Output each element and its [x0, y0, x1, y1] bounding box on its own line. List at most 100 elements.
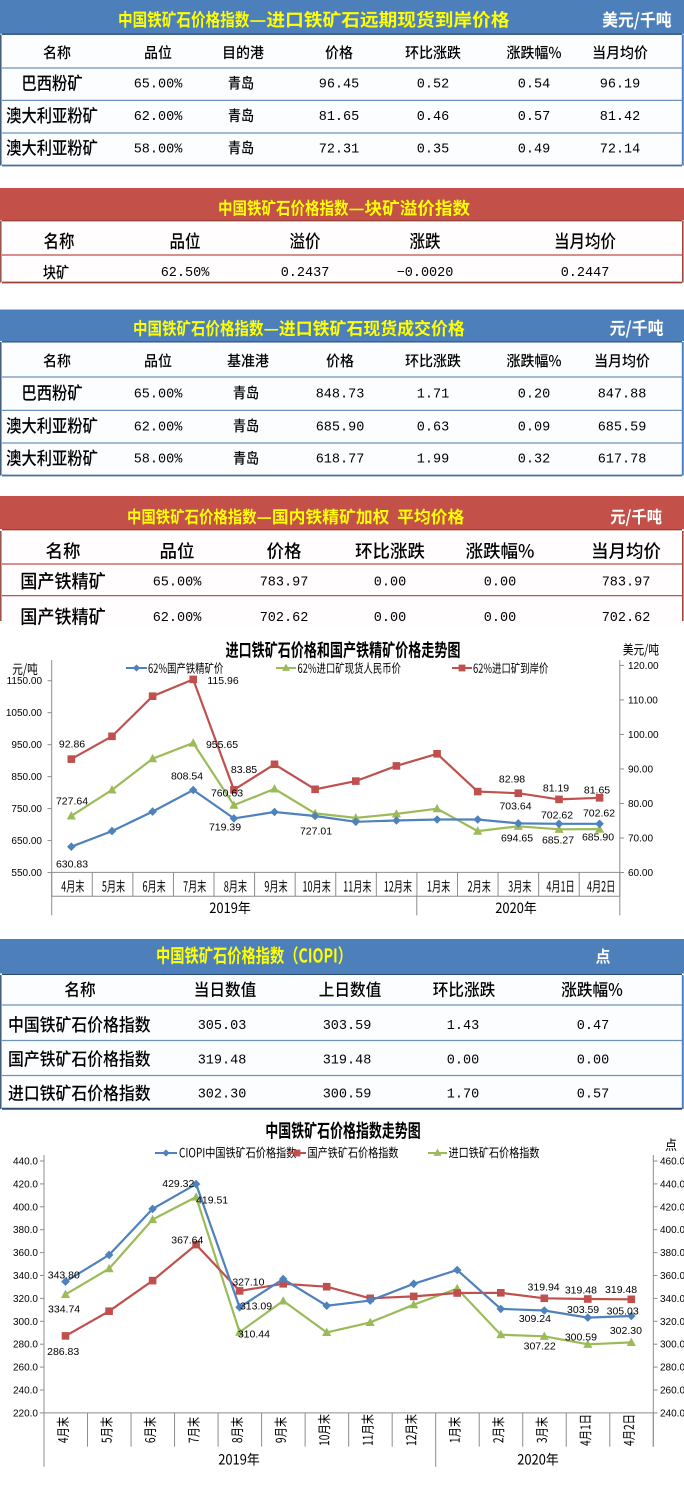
- svg-text:630.83: 630.83: [56, 859, 88, 871]
- svg-text:343.80: 343.80: [48, 1270, 80, 1282]
- svg-text:305.03: 305.03: [607, 1306, 639, 1318]
- svg-text:419.51: 419.51: [196, 1195, 228, 1207]
- svg-text:550.00: 550.00: [11, 868, 42, 879]
- svg-text:62.00%: 62.00%: [153, 611, 203, 626]
- svg-text:0.57: 0.57: [518, 110, 550, 125]
- svg-text:420.0: 420.0: [13, 1179, 38, 1190]
- svg-text:685.27: 685.27: [542, 835, 574, 847]
- svg-text:440.0: 440.0: [13, 1157, 38, 1168]
- svg-text:81.65: 81.65: [584, 785, 610, 797]
- svg-text:65.00%: 65.00%: [134, 387, 184, 402]
- svg-text:62.50%: 62.50%: [161, 266, 211, 281]
- svg-text:62.00%: 62.00%: [134, 420, 184, 435]
- svg-text:783.97: 783.97: [602, 576, 651, 591]
- svg-text:0.49: 0.49: [518, 142, 550, 157]
- svg-text:80.00: 80.00: [628, 799, 653, 810]
- svg-text:334.74: 334.74: [48, 1304, 80, 1316]
- svg-text:82.98: 82.98: [499, 774, 525, 786]
- svg-text:1.43: 1.43: [447, 1019, 479, 1034]
- svg-text:303.59: 303.59: [567, 1304, 599, 1316]
- svg-text:760.63: 760.63: [211, 788, 243, 800]
- svg-text:0.00: 0.00: [484, 576, 516, 591]
- svg-text:1050.00: 1050.00: [6, 708, 43, 719]
- svg-text:850.00: 850.00: [11, 772, 42, 783]
- svg-text:280.0: 280.0: [13, 1340, 38, 1351]
- svg-text:685.59: 685.59: [598, 420, 647, 435]
- svg-text:429.32: 429.32: [162, 1178, 194, 1190]
- svg-text:302.30: 302.30: [610, 1325, 642, 1337]
- svg-text:618.77: 618.77: [316, 453, 365, 468]
- svg-text:360.0: 360.0: [660, 1271, 684, 1282]
- svg-text:340.0: 340.0: [660, 1294, 684, 1305]
- svg-text:420.0: 420.0: [660, 1202, 684, 1213]
- svg-text:300.59: 300.59: [323, 1088, 372, 1103]
- svg-text:0.32: 0.32: [518, 453, 550, 468]
- svg-text:0.57: 0.57: [577, 1088, 609, 1103]
- svg-text:0.35: 0.35: [417, 142, 449, 157]
- svg-text:310.44: 310.44: [238, 1329, 270, 1341]
- svg-text:367.64: 367.64: [171, 1235, 203, 1247]
- svg-text:1.99: 1.99: [417, 453, 449, 468]
- svg-text:260.0: 260.0: [13, 1363, 38, 1374]
- svg-text:727.01: 727.01: [300, 826, 332, 838]
- svg-text:783.97: 783.97: [260, 576, 309, 591]
- svg-text:0.2447: 0.2447: [561, 266, 610, 281]
- svg-text:460.0: 460.0: [660, 1157, 684, 1168]
- svg-text:0.00: 0.00: [484, 611, 516, 626]
- svg-text:260.0: 260.0: [660, 1386, 684, 1397]
- svg-text:58.00%: 58.00%: [134, 142, 184, 157]
- svg-text:319.94: 319.94: [528, 1282, 560, 1294]
- svg-text:83.85: 83.85: [231, 764, 257, 776]
- svg-text:313.09: 313.09: [240, 1301, 272, 1313]
- svg-text:320.0: 320.0: [13, 1294, 38, 1305]
- svg-text:280.0: 280.0: [660, 1363, 684, 1374]
- svg-text:320.0: 320.0: [660, 1317, 684, 1328]
- svg-text:0.00: 0.00: [374, 576, 406, 591]
- svg-text:240.0: 240.0: [660, 1408, 684, 1419]
- svg-text:360.0: 360.0: [13, 1248, 38, 1259]
- svg-text:240.0: 240.0: [13, 1386, 38, 1397]
- svg-text:848.73: 848.73: [316, 387, 365, 402]
- svg-text:81.65: 81.65: [319, 110, 360, 125]
- svg-text:685.90: 685.90: [316, 420, 365, 435]
- svg-text:808.54: 808.54: [171, 771, 203, 783]
- svg-text:120.00: 120.00: [628, 661, 659, 672]
- svg-text:286.83: 286.83: [47, 1346, 79, 1358]
- svg-text:727.64: 727.64: [56, 796, 88, 808]
- svg-text:300.0: 300.0: [660, 1340, 684, 1351]
- svg-text:0.00: 0.00: [374, 611, 406, 626]
- svg-text:702.62: 702.62: [583, 808, 615, 820]
- svg-text:319.48: 319.48: [605, 1284, 637, 1296]
- svg-text:65.00%: 65.00%: [134, 78, 184, 93]
- svg-text:110.00: 110.00: [628, 695, 658, 706]
- svg-text:96.45: 96.45: [319, 78, 360, 93]
- svg-text:81.42: 81.42: [600, 110, 641, 125]
- svg-text:617.78: 617.78: [598, 453, 647, 468]
- svg-text:0.2437: 0.2437: [281, 266, 330, 281]
- svg-text:955.65: 955.65: [206, 739, 238, 751]
- svg-text:70.00: 70.00: [628, 834, 653, 845]
- svg-text:307.22: 307.22: [524, 1341, 556, 1353]
- svg-text:0.52: 0.52: [417, 78, 449, 93]
- svg-text:0.54: 0.54: [518, 78, 550, 93]
- svg-text:950.00: 950.00: [11, 740, 42, 751]
- svg-text:1.71: 1.71: [417, 387, 449, 402]
- svg-text:0.46: 0.46: [417, 110, 449, 125]
- svg-text:380.0: 380.0: [660, 1248, 684, 1259]
- svg-text:309.24: 309.24: [519, 1313, 551, 1325]
- svg-text:115.96: 115.96: [207, 675, 238, 687]
- svg-text:303.59: 303.59: [323, 1019, 372, 1034]
- svg-text:220.0: 220.0: [13, 1408, 38, 1419]
- svg-text:90.00: 90.00: [628, 765, 653, 776]
- svg-text:702.62: 702.62: [602, 611, 651, 626]
- svg-text:62.00%: 62.00%: [134, 110, 184, 125]
- svg-text:81.19: 81.19: [543, 783, 569, 795]
- svg-text:719.39: 719.39: [209, 822, 241, 834]
- svg-text:694.65: 694.65: [501, 833, 533, 845]
- svg-text:0.00: 0.00: [577, 1054, 609, 1069]
- svg-text:750.00: 750.00: [11, 804, 42, 815]
- svg-text:847.88: 847.88: [598, 387, 647, 402]
- svg-text:300.0: 300.0: [13, 1317, 38, 1328]
- svg-text:702.62: 702.62: [260, 611, 309, 626]
- svg-text:1150.00: 1150.00: [7, 676, 43, 687]
